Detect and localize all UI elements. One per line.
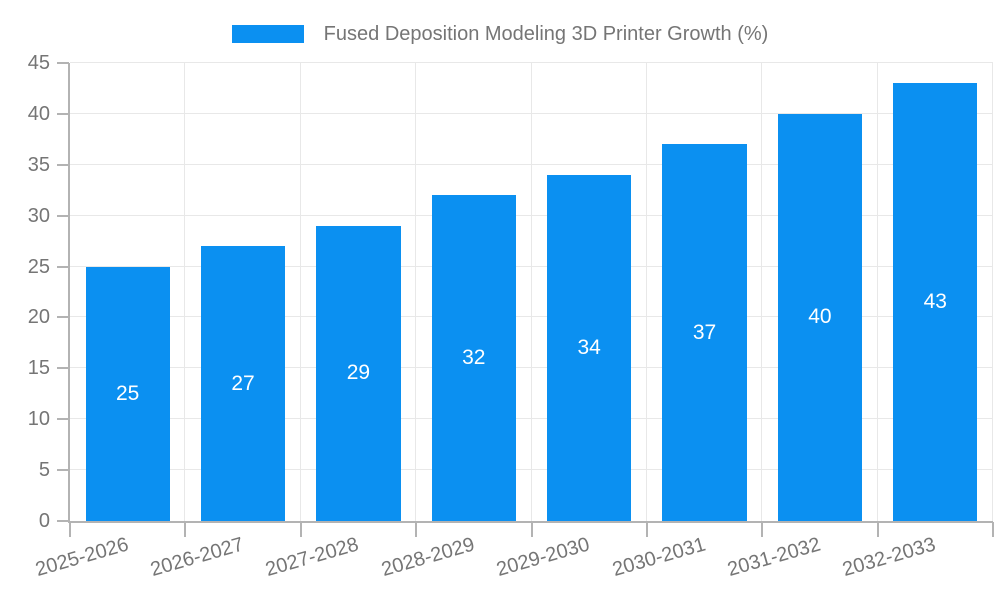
y-axis-tick-label: 5 [38,459,50,482]
y-tick-mark [57,163,69,166]
x-tick-mark [645,522,648,537]
bar[interactable]: 43 [893,83,978,521]
bar[interactable]: 29 [316,225,401,521]
bar[interactable]: 25 [85,266,170,521]
h-gridline [70,367,993,369]
h-gridline [70,265,993,267]
h-gridline [70,418,993,420]
bar[interactable]: 32 [431,195,516,521]
y-tick-mark [57,265,69,268]
bar-value-label: 25 [115,381,140,405]
y-axis-tick-label: 45 [27,52,50,74]
x-tick-mark [299,522,302,537]
y-tick-mark [57,367,69,370]
y-tick-mark [57,316,69,319]
v-gridline [992,63,993,521]
bar-value-label: 34 [577,335,601,359]
bar-value-label: 37 [692,320,717,344]
h-gridline [70,163,993,165]
bar-value-label: 40 [808,305,832,329]
x-tick-mark [761,522,764,537]
x-tick-mark [69,522,71,537]
x-tick-mark [992,522,994,537]
v-gridline [530,63,532,521]
legend-swatch-icon [231,25,304,43]
y-axis-tick-label: 35 [27,153,50,176]
y-tick-mark [57,469,69,472]
y-tick-mark [57,112,69,115]
bar-value-label: 29 [346,361,371,385]
v-gridline [184,63,186,521]
legend[interactable]: Fused Deposition Modeling 3D Printer Gro… [0,22,1000,46]
v-gridline [645,63,647,521]
y-axis-line [68,63,70,523]
y-tick-mark [57,418,69,421]
bar[interactable]: 27 [200,246,286,521]
h-gridline [70,316,993,318]
y-tick-mark [57,62,69,64]
bar[interactable]: 37 [662,144,747,521]
v-gridline [876,63,878,521]
y-tick-mark [57,214,69,217]
y-axis-tick-label: 30 [27,204,50,227]
y-axis-tick-label: 40 [27,102,50,125]
legend-label: Fused Deposition Modeling 3D Printer Gro… [323,23,769,45]
x-tick-mark [415,522,418,537]
v-gridline [761,63,763,521]
h-gridline [70,112,993,114]
x-tick-mark [184,522,187,537]
x-tick-mark [876,522,879,537]
bar-value-label: 27 [231,371,255,395]
h-gridline [70,469,993,471]
x-axis-line [68,521,993,523]
y-axis-tick-label: 20 [27,306,50,329]
y-axis-tick-label: 25 [27,255,50,278]
h-gridline [70,214,993,216]
bar-value-label: 43 [923,290,947,314]
y-axis-tick-label: 0 [38,510,50,532]
v-gridline [415,63,417,521]
bar[interactable]: 40 [777,113,863,521]
y-axis-tick-label: 15 [27,357,50,380]
y-axis-tick-label: 10 [27,408,50,431]
y-tick-mark [57,520,69,522]
bar[interactable]: 34 [547,174,632,521]
h-gridline [70,62,993,63]
v-gridline [299,63,301,521]
x-tick-mark [530,522,533,537]
bar-value-label: 32 [462,346,486,370]
